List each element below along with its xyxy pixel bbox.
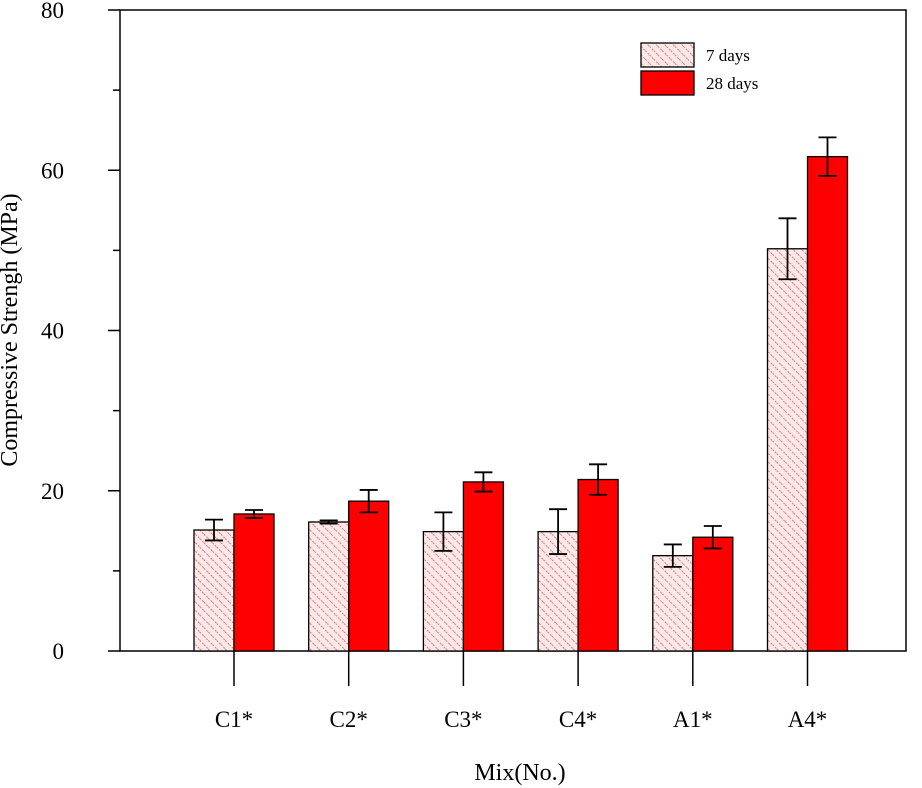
- bar-28-days: [692, 536, 734, 652]
- bar-7-days: [652, 555, 694, 652]
- x-tick-label: C2*: [330, 707, 368, 732]
- bar-7-days: [193, 529, 235, 652]
- y-tick-label: 20: [41, 479, 64, 504]
- bar-28-days: [806, 155, 849, 652]
- error-bar: [589, 463, 608, 496]
- y-tick-label: 40: [41, 319, 64, 344]
- error-bar: [245, 509, 263, 519]
- x-axis-title: Mix(No.): [474, 760, 565, 786]
- legend-swatch-7-days: [640, 42, 695, 68]
- bar-28-days: [233, 513, 275, 652]
- bar-28-days: [577, 478, 619, 652]
- error-bar: [319, 519, 338, 525]
- error-bar: [778, 217, 797, 281]
- x-axis: C1* C2* C3* C4* A1* A4*: [215, 651, 827, 732]
- y-axis: 0 20 40 60 80: [41, 0, 120, 664]
- legend-label-7-days: 7 days: [706, 46, 750, 65]
- x-tick-label: C3*: [444, 707, 482, 732]
- bars: [193, 155, 849, 652]
- error-bar: [434, 511, 453, 552]
- error-bar: [818, 136, 837, 177]
- legend-label-28-days: 28 days: [706, 74, 758, 93]
- bar-28-days: [462, 481, 505, 652]
- error-bar: [703, 525, 722, 550]
- legend: 7 days 28 days: [640, 42, 758, 96]
- y-axis-title: Compressive Strengh (MPa): [0, 193, 23, 466]
- error-bars: [205, 136, 837, 568]
- y-tick-label: 80: [41, 0, 64, 23]
- x-tick-label: A4*: [788, 707, 828, 732]
- bar-7-days: [308, 521, 350, 652]
- x-tick-label: C1*: [215, 707, 253, 732]
- legend-swatch-28-days: [640, 70, 695, 96]
- y-tick-label: 0: [53, 639, 65, 664]
- bar-28-days: [348, 500, 390, 652]
- error-bar: [549, 508, 568, 555]
- y-tick-label: 60: [41, 158, 64, 183]
- error-bar: [205, 518, 223, 542]
- x-tick-label: C4*: [559, 707, 597, 732]
- bar-7-days: [766, 248, 809, 652]
- error-bar: [474, 471, 493, 493]
- error-bar: [359, 489, 378, 514]
- error-bar: [663, 543, 682, 568]
- x-tick-label: A1*: [673, 707, 713, 732]
